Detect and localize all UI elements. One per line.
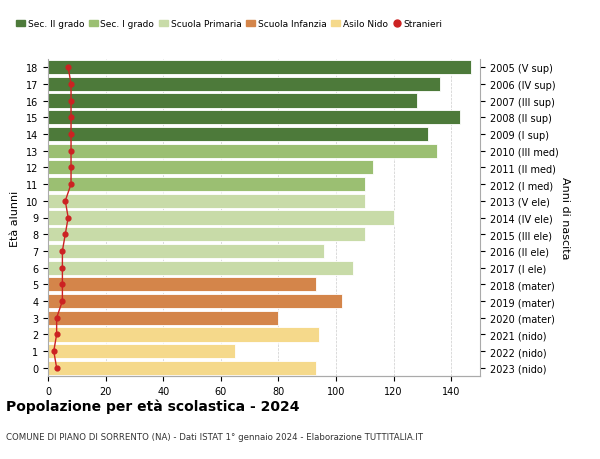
Point <box>52 364 61 372</box>
Bar <box>48 344 235 358</box>
Bar <box>48 261 353 275</box>
Point <box>61 198 70 205</box>
Bar <box>48 311 278 325</box>
Bar <box>48 161 373 175</box>
Bar <box>48 361 316 375</box>
Bar <box>48 111 460 125</box>
Bar <box>48 278 316 292</box>
Point <box>58 281 67 288</box>
Bar <box>48 144 437 158</box>
Bar <box>48 211 394 225</box>
Point <box>66 148 76 155</box>
Point <box>52 331 61 338</box>
Text: Popolazione per età scolastica - 2024: Popolazione per età scolastica - 2024 <box>6 398 299 413</box>
Point <box>66 164 76 172</box>
Bar <box>48 228 365 242</box>
Point <box>52 314 61 322</box>
Bar <box>48 194 365 208</box>
Bar <box>48 78 440 92</box>
Bar <box>48 94 416 108</box>
Point <box>66 81 76 88</box>
Point <box>61 231 70 238</box>
Point <box>58 248 67 255</box>
Bar <box>48 294 342 308</box>
Bar <box>48 244 325 258</box>
Bar <box>48 328 319 342</box>
Text: COMUNE DI PIANO DI SORRENTO (NA) - Dati ISTAT 1° gennaio 2024 - Elaborazione TUT: COMUNE DI PIANO DI SORRENTO (NA) - Dati … <box>6 431 423 441</box>
Point <box>49 348 59 355</box>
Bar <box>48 128 428 142</box>
Point <box>64 214 73 222</box>
Point <box>66 98 76 105</box>
Bar <box>48 178 365 192</box>
Point <box>66 131 76 138</box>
Y-axis label: Anni di nascita: Anni di nascita <box>560 177 569 259</box>
Point <box>58 298 67 305</box>
Y-axis label: Età alunni: Età alunni <box>10 190 20 246</box>
Bar <box>48 61 472 75</box>
Legend: Sec. II grado, Sec. I grado, Scuola Primaria, Scuola Infanzia, Asilo Nido, Stran: Sec. II grado, Sec. I grado, Scuola Prim… <box>13 17 446 33</box>
Point <box>64 64 73 72</box>
Point <box>66 114 76 122</box>
Point <box>58 264 67 272</box>
Point <box>66 181 76 188</box>
